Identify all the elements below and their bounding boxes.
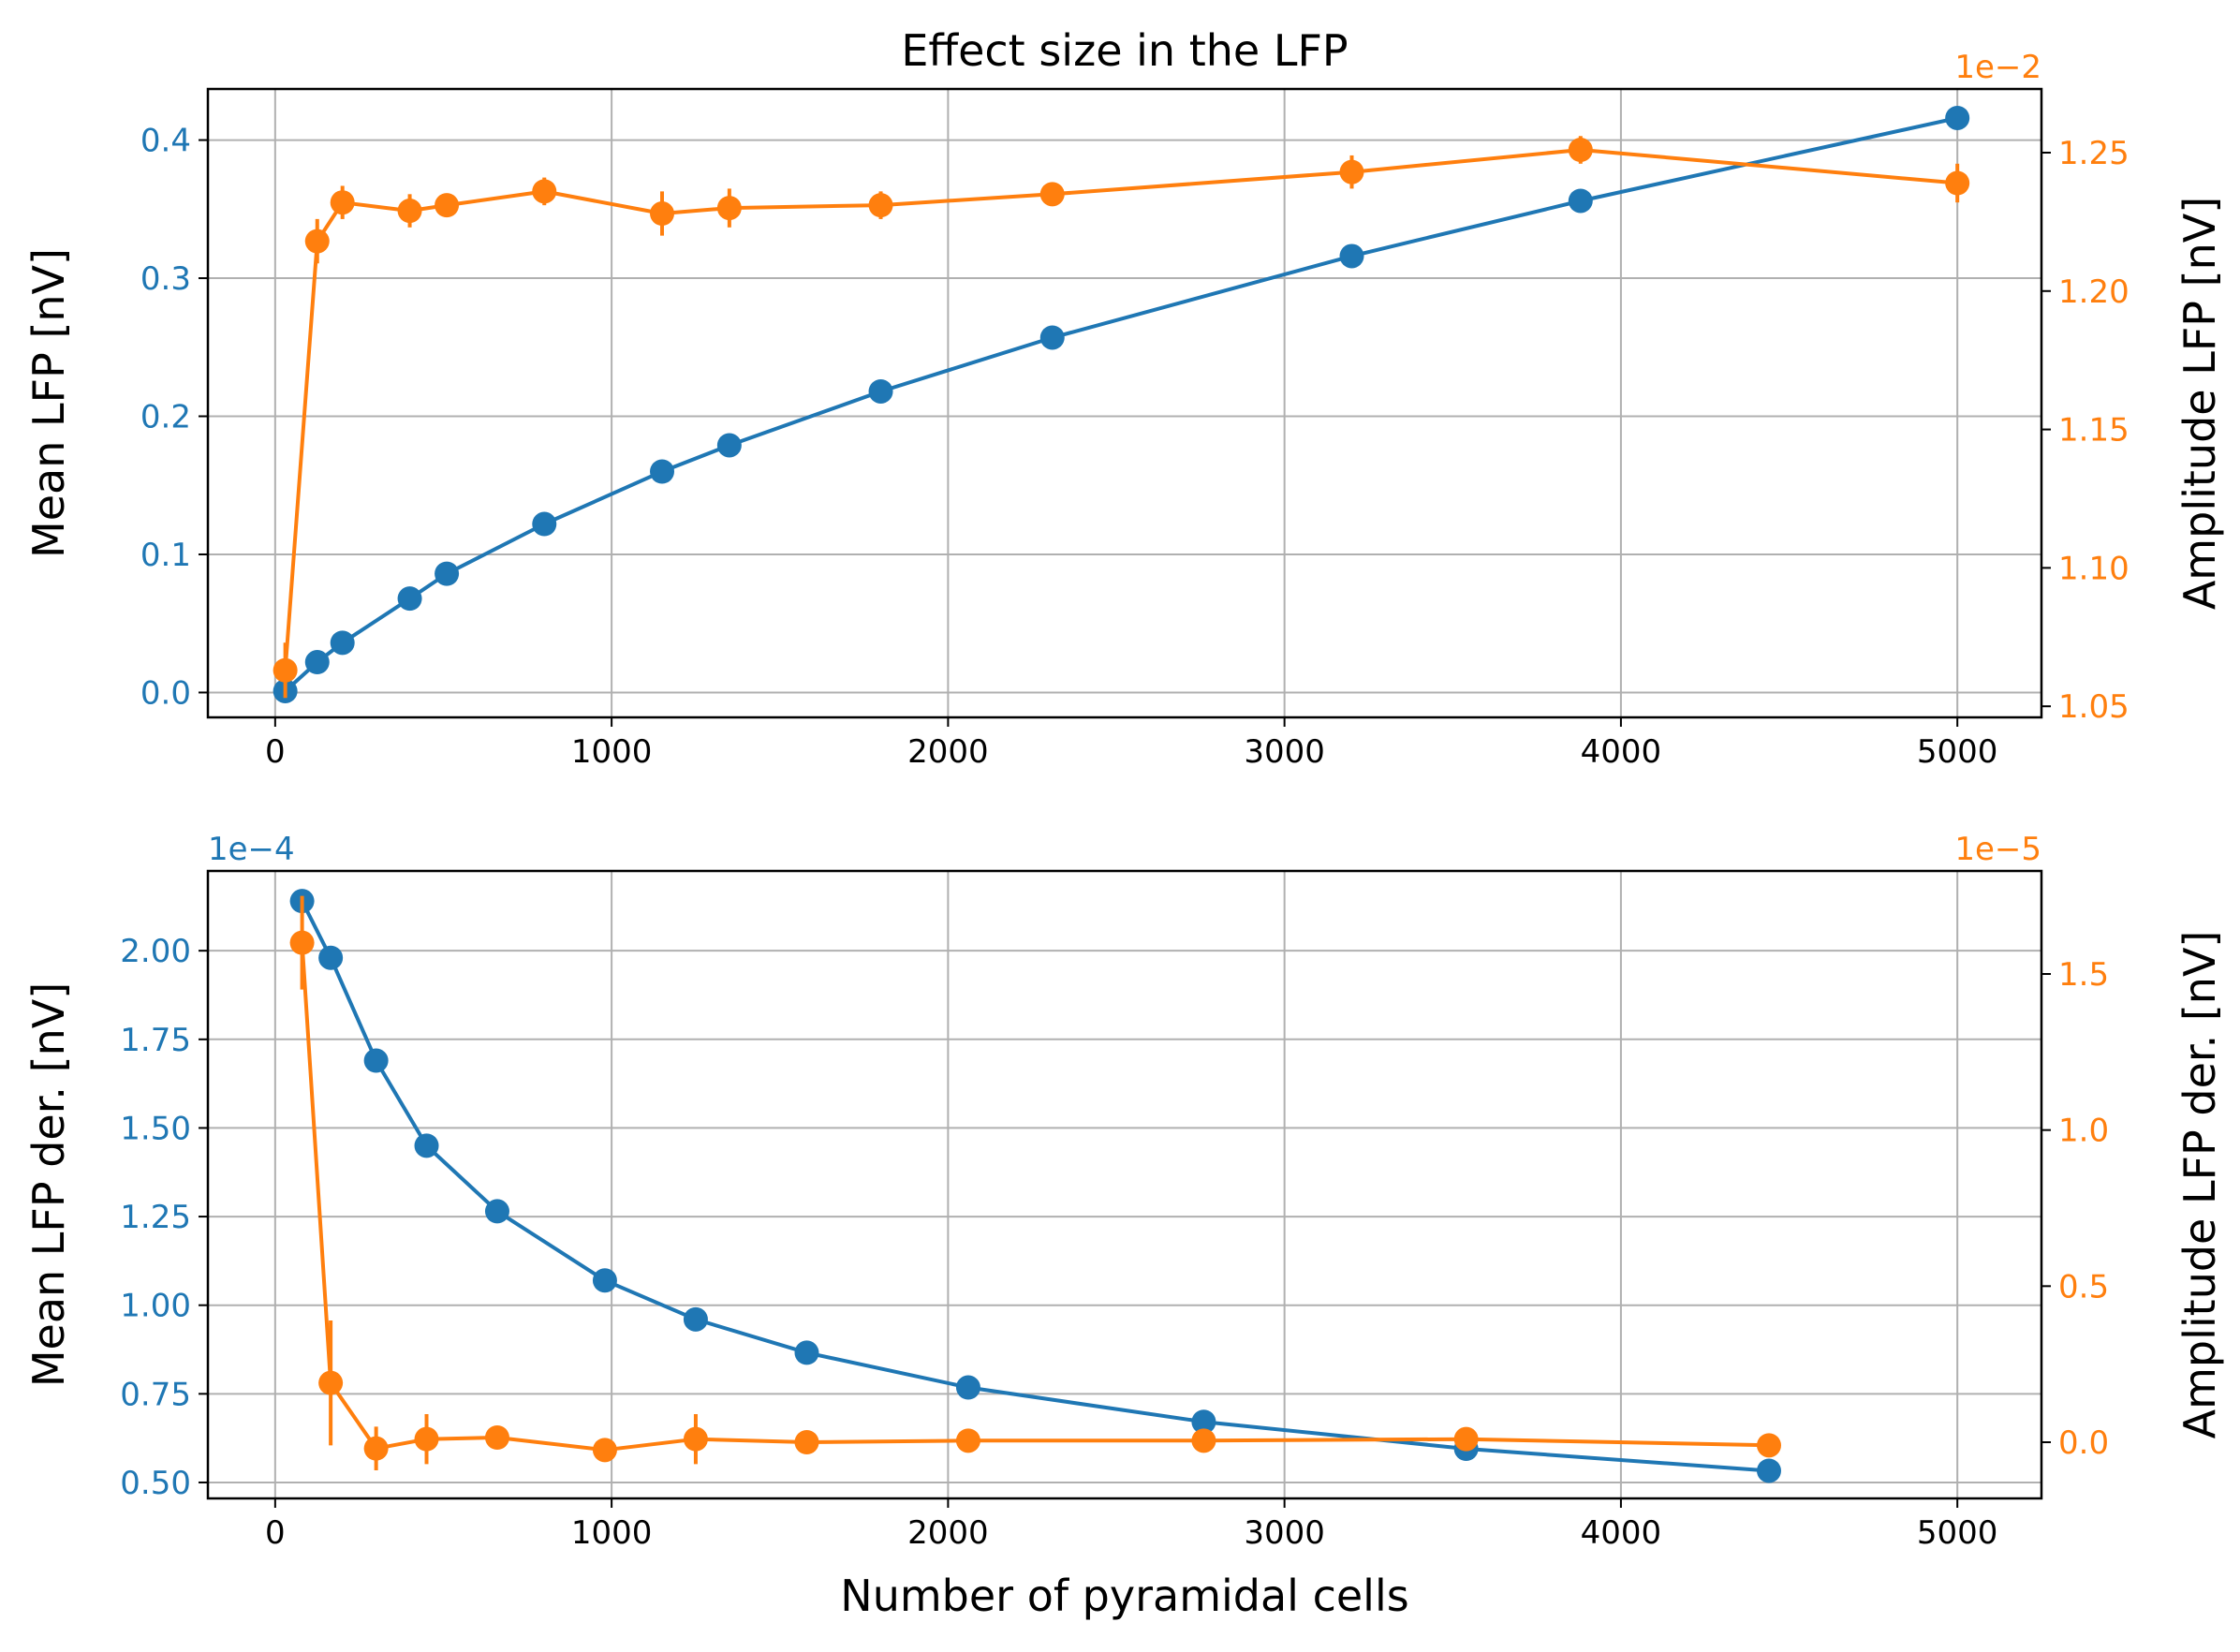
data-point-right <box>289 930 315 955</box>
left-y-tick-label: 0.2 <box>140 399 191 436</box>
right-y-tick-label: 1.25 <box>2058 135 2129 172</box>
left-y-tick-label: 1.50 <box>120 1110 191 1147</box>
right-y-tick-label: 0.0 <box>2058 1424 2109 1462</box>
data-point-left <box>592 1268 617 1293</box>
data-point-right <box>1339 159 1364 184</box>
top-panel: 0 1000 2000 3000 4000 5000 0.0 0.1 0.2 0.3 0.4 1.05… <box>23 25 2225 771</box>
data-point-right <box>1453 1426 1479 1452</box>
data-point-right <box>1568 138 1593 163</box>
x-tick-label: 2000 <box>907 733 989 771</box>
data-point-left <box>397 586 422 612</box>
right-y-tick-label: 0.5 <box>2058 1268 2109 1305</box>
series-line-left <box>284 116 1958 693</box>
data-point-left <box>414 1133 439 1158</box>
x-tick-label: 5000 <box>1917 1514 1998 1552</box>
data-point-left <box>716 433 742 458</box>
left-offset-text: 1e−4 <box>208 831 295 868</box>
left-y-tick-label: 1.75 <box>120 1022 191 1059</box>
x-tick-label: 1000 <box>571 1514 653 1552</box>
data-point-left <box>1339 243 1364 269</box>
data-point-right <box>716 196 742 221</box>
data-point-right <box>1945 170 1970 196</box>
series-line-left <box>300 900 1770 1473</box>
data-point-right <box>397 199 422 224</box>
data-point-right <box>330 190 355 215</box>
x-tick-label: 0 <box>265 1514 286 1552</box>
data-point-right <box>363 1436 389 1461</box>
left-y-axis-label: Mean LFP der. [nV] <box>23 982 74 1387</box>
left-y-tick-label: 1.00 <box>120 1288 191 1325</box>
right-offset-text: 1e−2 <box>1954 49 2041 86</box>
bottom-panel: 0 1000 2000 3000 4000 5000 0.50 0.75 1.00 1.25 1.5… <box>23 831 2225 1621</box>
left-y-tick-label: 0.0 <box>140 674 191 712</box>
data-point-left <box>318 945 344 970</box>
data-point-right <box>318 1370 344 1395</box>
plot-frame <box>206 87 2043 719</box>
left-y-tick-label: 0.1 <box>140 537 191 574</box>
chart-title: Effect size in the LFP <box>901 25 1348 76</box>
x-tick-label: 3000 <box>1244 1514 1325 1552</box>
right-y-tick-label: 1.20 <box>2058 273 2129 311</box>
data-point-left <box>435 561 460 586</box>
right-y-axis-label: Amplitude LFP [nV] <box>2174 197 2225 610</box>
data-point-right <box>484 1425 509 1450</box>
left-y-tick-label: 0.4 <box>140 123 191 160</box>
right-y-tick-label: 1.0 <box>2058 1113 2109 1150</box>
data-point-left <box>650 459 675 484</box>
series-line-right <box>300 942 1770 1453</box>
data-point-left <box>794 1340 819 1365</box>
data-point-left <box>484 1199 509 1224</box>
data-point-left <box>304 650 330 675</box>
right-y-tick-label: 1.5 <box>2058 956 2109 994</box>
data-point-right <box>683 1426 708 1452</box>
data-point-right <box>592 1438 617 1463</box>
x-tick-label: 4000 <box>1581 1514 1662 1552</box>
data-point-left <box>1191 1409 1216 1435</box>
right-y-tick-label: 1.10 <box>2058 550 2129 587</box>
left-y-tick-label: 2.00 <box>120 933 191 970</box>
x-tick-label: 4000 <box>1581 733 1662 771</box>
data-point-right <box>650 201 675 227</box>
data-point-right <box>304 229 330 254</box>
x-tick-label: 0 <box>265 733 286 771</box>
left-y-tick-label: 0.75 <box>120 1376 191 1413</box>
data-point-right <box>435 193 460 218</box>
right-y-axis-label: Amplitude LFP der. [nV] <box>2174 931 2225 1439</box>
left-y-axis-label: Mean LFP [nV] <box>23 248 74 558</box>
right-y-tick-label: 1.05 <box>2058 688 2129 726</box>
data-point-right <box>1756 1433 1781 1458</box>
data-point-left <box>1756 1458 1781 1483</box>
data-point-left <box>1568 188 1593 214</box>
left-y-tick-label: 1.25 <box>120 1199 191 1236</box>
data-point-left <box>1039 325 1065 350</box>
left-y-tick-label: 0.3 <box>140 260 191 298</box>
data-point-right <box>532 179 557 204</box>
right-offset-text: 1e−5 <box>1954 831 2041 868</box>
x-tick-label: 1000 <box>571 733 653 771</box>
data-point-left <box>330 630 355 656</box>
left-y-tick-label: 0.50 <box>120 1465 191 1502</box>
x-axis-label: Number of pyramidal cells <box>840 1571 1408 1621</box>
data-point-left <box>1945 105 1970 130</box>
x-tick-label: 3000 <box>1244 733 1325 771</box>
data-point-right <box>1039 182 1065 207</box>
data-point-left <box>532 511 557 537</box>
data-point-right <box>414 1426 439 1452</box>
data-point-left <box>868 378 893 404</box>
data-point-right <box>794 1430 819 1454</box>
data-point-right <box>955 1428 980 1453</box>
data-point-left <box>683 1306 708 1332</box>
data-point-right <box>273 657 298 683</box>
series-line-right <box>283 148 1958 671</box>
data-point-right <box>868 193 893 218</box>
data-point-left <box>363 1048 389 1073</box>
data-point-left <box>955 1375 980 1400</box>
x-tick-label: 2000 <box>907 1514 989 1552</box>
x-tick-label: 5000 <box>1917 733 1998 771</box>
right-y-tick-label: 1.15 <box>2058 412 2129 450</box>
plot-frame <box>206 869 2043 1500</box>
data-point-right <box>1191 1428 1216 1453</box>
